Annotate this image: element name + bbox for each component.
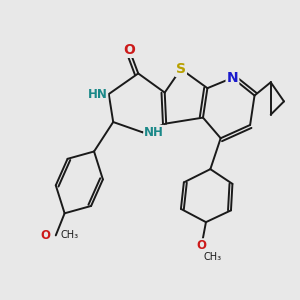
Text: NH: NH (144, 126, 164, 139)
Text: N: N (226, 71, 238, 85)
Text: S: S (176, 62, 186, 76)
Text: O: O (40, 229, 50, 242)
Text: O: O (196, 239, 206, 252)
Text: O: O (124, 43, 135, 57)
Text: CH₃: CH₃ (60, 230, 78, 240)
Text: CH₃: CH₃ (203, 253, 221, 262)
Text: HN: HN (87, 88, 107, 100)
